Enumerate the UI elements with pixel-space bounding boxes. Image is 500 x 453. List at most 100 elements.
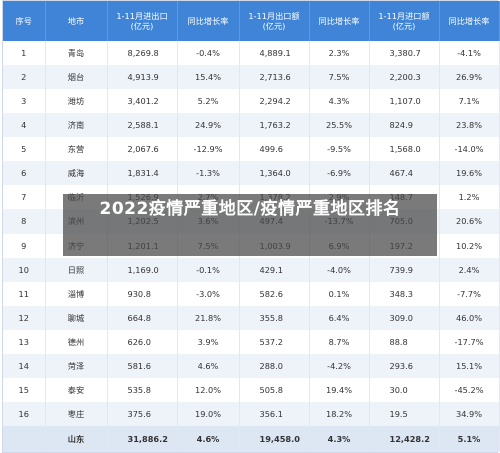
row-index: 5: [3, 137, 46, 162]
table-cell: -45.2%: [439, 377, 500, 402]
city-name: 枣庄: [45, 401, 108, 426]
table-cell: -12.9%: [177, 137, 240, 162]
table-cell: 8.7%: [309, 329, 370, 354]
total-label: 山东: [45, 426, 108, 452]
table-cell: 293.6: [369, 353, 440, 378]
table-cell: 25.5%: [309, 113, 370, 138]
table-cell: 5.2%: [177, 89, 240, 114]
table-cell: 375.6: [107, 401, 178, 426]
table-cell: 348.3: [369, 281, 440, 306]
column-header: 同比增长率: [439, 1, 500, 41]
table-header-row: 序号 地市 1-11月进出口 (亿元) 同比增长率 1-11月出口额 (亿元) 同比增长率 1-…: [3, 1, 500, 41]
table-cell: 355.8: [239, 305, 310, 330]
table-cell: -6.9%: [309, 161, 370, 186]
table-cell: -3.0%: [177, 281, 240, 306]
table-cell: 4.6%: [177, 353, 240, 378]
table-cell: 4,913.9: [107, 65, 178, 90]
table-row: 5 东营 2,067.6 -12.9% 499.6 -9.5% 1,568.0 -14.0%: [3, 137, 500, 162]
table-cell: -0.4%: [177, 41, 240, 66]
table-cell: 429.1: [239, 257, 310, 282]
table-cell: 3.9%: [177, 329, 240, 354]
table-cell: 309.0: [369, 305, 440, 330]
table-row: 10 日照 1,169.0 -0.1% 429.1 -4.0% 739.9 2.4%: [3, 257, 500, 282]
table-cell: 2.3%: [309, 41, 370, 66]
table-cell: -1.3%: [177, 161, 240, 186]
table-cell: 7.5%: [309, 65, 370, 90]
table-cell: 15.4%: [177, 65, 240, 90]
city-name: 日照: [45, 257, 108, 282]
table-cell: 499.6: [239, 137, 310, 162]
row-index: 13: [3, 329, 46, 354]
table-cell: 3,380.7: [369, 41, 440, 66]
total-cell: [3, 426, 46, 452]
city-name: 威海: [45, 161, 108, 186]
overlay-title: 2022疫情严重地区/疫情严重地区排名: [99, 199, 401, 219]
table-cell: 88.8: [369, 329, 440, 354]
table-cell: 582.6: [239, 281, 310, 306]
table-cell: 0.1%: [309, 281, 370, 306]
total-cell: 31,886.2: [107, 426, 178, 452]
table-cell: 15.1%: [439, 353, 500, 378]
table-cell: 467.4: [369, 161, 440, 186]
table-cell: 2.4%: [439, 257, 500, 282]
table-cell: 664.8: [107, 305, 178, 330]
table-cell: 2,713.6: [239, 65, 310, 90]
city-name: 东营: [45, 137, 108, 162]
row-index: 4: [3, 113, 46, 138]
city-name: 聊城: [45, 305, 108, 330]
table-cell: -9.5%: [309, 137, 370, 162]
table-cell: 1,107.0: [369, 89, 440, 114]
table-cell: 1,568.0: [369, 137, 440, 162]
table-row: 14 菏泽 581.6 4.6% 288.0 -4.2% 293.6 15.1%: [3, 353, 500, 378]
total-cell: 4.3%: [309, 426, 370, 452]
table-cell: 1,364.0: [239, 161, 310, 186]
table-cell: 19.0%: [177, 401, 240, 426]
table-cell: 2,200.3: [369, 65, 440, 90]
total-cell: 5.1%: [439, 426, 500, 452]
row-index: 1: [3, 41, 46, 66]
column-header: 1-11月进出口 (亿元): [107, 1, 178, 41]
table-total-row: 山东 31,886.2 4.6% 19,458.0 4.3% 12,428.2 5.1%: [3, 426, 500, 452]
total-cell: 19,458.0: [239, 426, 310, 452]
table-cell: -14.0%: [439, 137, 500, 162]
column-header: 同比增长率: [309, 1, 370, 41]
table-cell: 4.3%: [309, 89, 370, 114]
city-name: 泰安: [45, 377, 108, 402]
table-cell: 1,831.4: [107, 161, 178, 186]
table-cell: 4,889.1: [239, 41, 310, 66]
table-row: 1 青岛 8,269.8 -0.4% 4,889.1 2.3% 3,380.7 -4.1%: [3, 41, 500, 66]
table-cell: 10.2%: [439, 233, 500, 258]
row-index: 9: [3, 233, 46, 258]
city-name: 淄博: [45, 281, 108, 306]
row-index: 2: [3, 65, 46, 90]
column-header: 1-11月出口额 (亿元): [239, 1, 310, 41]
table-cell: 46.0%: [439, 305, 500, 330]
table-row: 11 淄博 930.8 -3.0% 582.6 0.1% 348.3 -7.7%: [3, 281, 500, 306]
title-overlay-background: [63, 194, 437, 256]
table-row: 3 潍坊 3,401.2 5.2% 2,294.2 4.3% 1,107.0 7.1%: [3, 89, 500, 114]
table-cell: 2,588.1: [107, 113, 178, 138]
table-row: 12 聊城 664.8 21.8% 355.8 6.4% 309.0 46.0%: [3, 305, 500, 330]
table-cell: 505.8: [239, 377, 310, 402]
row-index: 10: [3, 257, 46, 282]
table-cell: 30.0: [369, 377, 440, 402]
table-cell: 21.8%: [177, 305, 240, 330]
row-index: 14: [3, 353, 46, 378]
table-cell: 2,294.2: [239, 89, 310, 114]
table-cell: 930.8: [107, 281, 178, 306]
column-header: 地市: [45, 1, 108, 41]
total-cell: 12,428.2: [369, 426, 440, 452]
table-row: 16 枣庄 375.6 19.0% 356.1 18.2% 19.5 34.9%: [3, 401, 500, 426]
row-index: 12: [3, 305, 46, 330]
table-cell: 19.5: [369, 401, 440, 426]
table-cell: 1.2%: [439, 185, 500, 210]
table-cell: 626.0: [107, 329, 178, 354]
table-cell: 26.9%: [439, 65, 500, 90]
total-cell: 4.6%: [177, 426, 240, 452]
table-cell: 34.9%: [439, 401, 500, 426]
city-name: 济南: [45, 113, 108, 138]
table-cell: 18.2%: [309, 401, 370, 426]
row-index: 6: [3, 161, 46, 186]
column-header: 1-11月进口额 (亿元): [369, 1, 440, 41]
table-cell: 288.0: [239, 353, 310, 378]
